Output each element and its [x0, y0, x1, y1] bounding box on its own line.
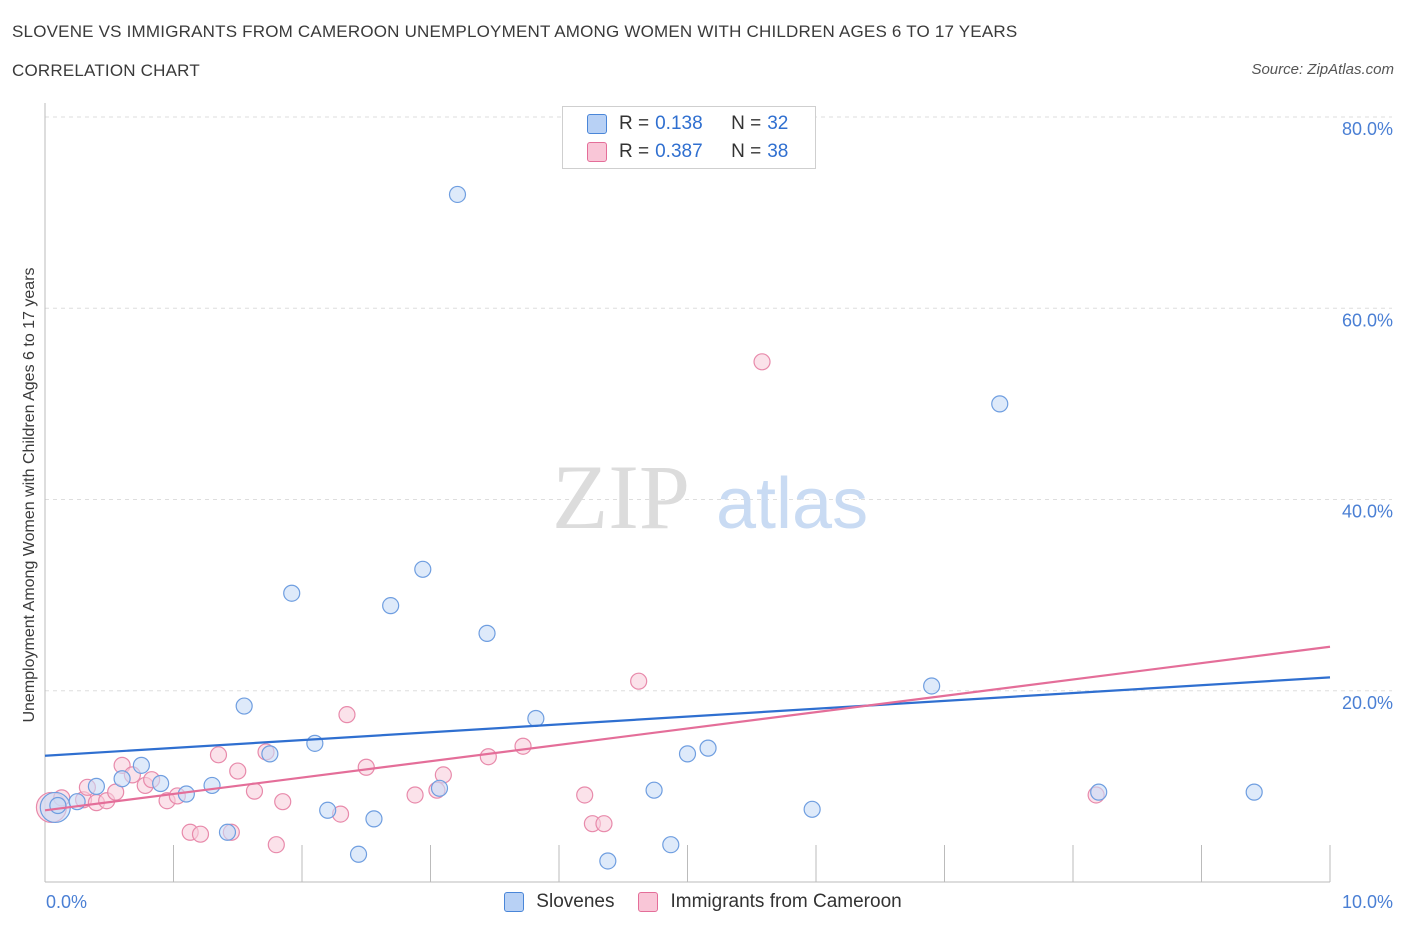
legend-swatch-slovenes: [504, 892, 525, 912]
cameroon-point: [191, 825, 210, 843]
cameroon-point: [338, 706, 356, 724]
slovene-point: [923, 677, 941, 695]
x-tick-label: 0.0%: [46, 892, 87, 912]
legend-r-label: R =: [619, 113, 650, 134]
cameroon-point: [630, 672, 648, 690]
slovene-point: [349, 845, 368, 863]
series-legend: Slovenes Immigrants from Cameroon: [0, 889, 1406, 915]
gridlines: [45, 116, 1392, 692]
legend-label-cameroon: Immigrants from Cameroon: [670, 891, 902, 912]
x-tick-label: 10.0%: [1342, 892, 1393, 912]
slovene-point: [991, 395, 1009, 413]
cameroon-point: [514, 737, 532, 755]
cameroon-point: [595, 815, 613, 833]
slovene-point: [678, 745, 697, 763]
slovene-point: [1090, 783, 1108, 801]
y-tick-labels: 20.0% 40.0% 60.0% 80.0%: [1342, 119, 1393, 713]
legend-row-slovenes: R = 0.138 N = 32: [587, 112, 788, 136]
slovene-point: [218, 823, 237, 841]
cameroon-point: [753, 353, 771, 371]
slovene-point: [235, 697, 253, 715]
axes: [44, 103, 1331, 883]
legend-n-value-cameroon: 38: [767, 141, 789, 162]
y-tick-label: 40.0%: [1342, 502, 1393, 522]
chart-subtitle: CORRELATION CHART: [12, 61, 200, 80]
legend-swatch-cameroon: [638, 892, 659, 912]
stats-legend: R = 0.138 N = 32 R = 0.387 N = 38: [562, 106, 816, 169]
slovene-point: [283, 584, 301, 602]
slovene-point: [448, 185, 467, 204]
slovene-point: [803, 800, 821, 818]
legend-r-label: R =: [619, 141, 650, 162]
slovene-point: [662, 836, 680, 854]
watermark-atlas: atlas: [716, 464, 868, 544]
slovene-point: [152, 774, 170, 793]
slovene-point: [430, 779, 449, 797]
cameroon-points: [35, 353, 1105, 854]
x-tick-labels: 0.0% 10.0%: [46, 892, 1393, 912]
slovene-point: [1245, 783, 1263, 801]
y-tick-label: 20.0%: [1342, 693, 1393, 713]
legend-n-label: N =: [731, 141, 762, 162]
cameroon-point: [406, 786, 424, 804]
trend-lines: [44, 645, 1331, 812]
slovene-point: [478, 624, 496, 642]
legend-swatch-slovenes: [587, 114, 607, 134]
slovene-point: [203, 776, 221, 795]
slovene-point: [319, 801, 337, 819]
cameroon-point: [357, 758, 375, 776]
cameroon-point: [267, 836, 285, 854]
slovene-point: [527, 709, 545, 728]
legend-swatch-cameroon: [587, 142, 607, 162]
slovene-point: [306, 734, 324, 752]
legend-label-slovenes: Slovenes: [536, 891, 615, 912]
legend-n-label: N =: [731, 113, 762, 134]
legend-item-cameroon[interactable]: Immigrants from Cameroon: [638, 891, 902, 913]
chart-title: SLOVENE VS IMMIGRANTS FROM CAMEROON UNEM…: [12, 22, 1018, 41]
slovene-point: [261, 745, 279, 763]
source-label: Source: ZipAtlas.com: [1251, 61, 1394, 78]
cameroon-trend-line: [44, 645, 1331, 812]
legend-item-slovenes[interactable]: Slovenes: [504, 891, 614, 913]
slovene-point: [365, 810, 383, 828]
y-tick-label: 60.0%: [1342, 310, 1393, 330]
slovene-point: [132, 756, 150, 774]
cameroon-point: [209, 746, 228, 764]
cameroon-point: [479, 748, 497, 766]
watermark-zip: ZIP: [552, 446, 690, 548]
slovene-trend-line: [44, 676, 1331, 757]
y-axis-label: Unemployment Among Women with Children A…: [21, 267, 38, 722]
slovene-point: [699, 739, 717, 757]
slovene-point: [414, 560, 432, 578]
slovene-point: [599, 852, 617, 870]
cameroon-point: [229, 762, 247, 780]
legend-r-value-cameroon: 0.387: [655, 141, 703, 162]
y-tick-label: 80.0%: [1342, 119, 1393, 139]
legend-row-cameroon: R = 0.387 N = 38: [587, 140, 788, 164]
slovene-point: [49, 796, 67, 815]
cameroon-point: [245, 782, 264, 800]
slovene-point: [87, 777, 106, 795]
slovene-point: [113, 770, 131, 788]
slovene-point: [382, 597, 400, 615]
cameroon-point: [274, 793, 292, 811]
legend-n-value-slovenes: 32: [767, 113, 789, 134]
watermark: ZIP atlas: [552, 446, 868, 548]
cameroon-point: [576, 786, 594, 804]
slovene-point: [645, 781, 663, 799]
legend-r-value-slovenes: 0.138: [655, 113, 703, 134]
